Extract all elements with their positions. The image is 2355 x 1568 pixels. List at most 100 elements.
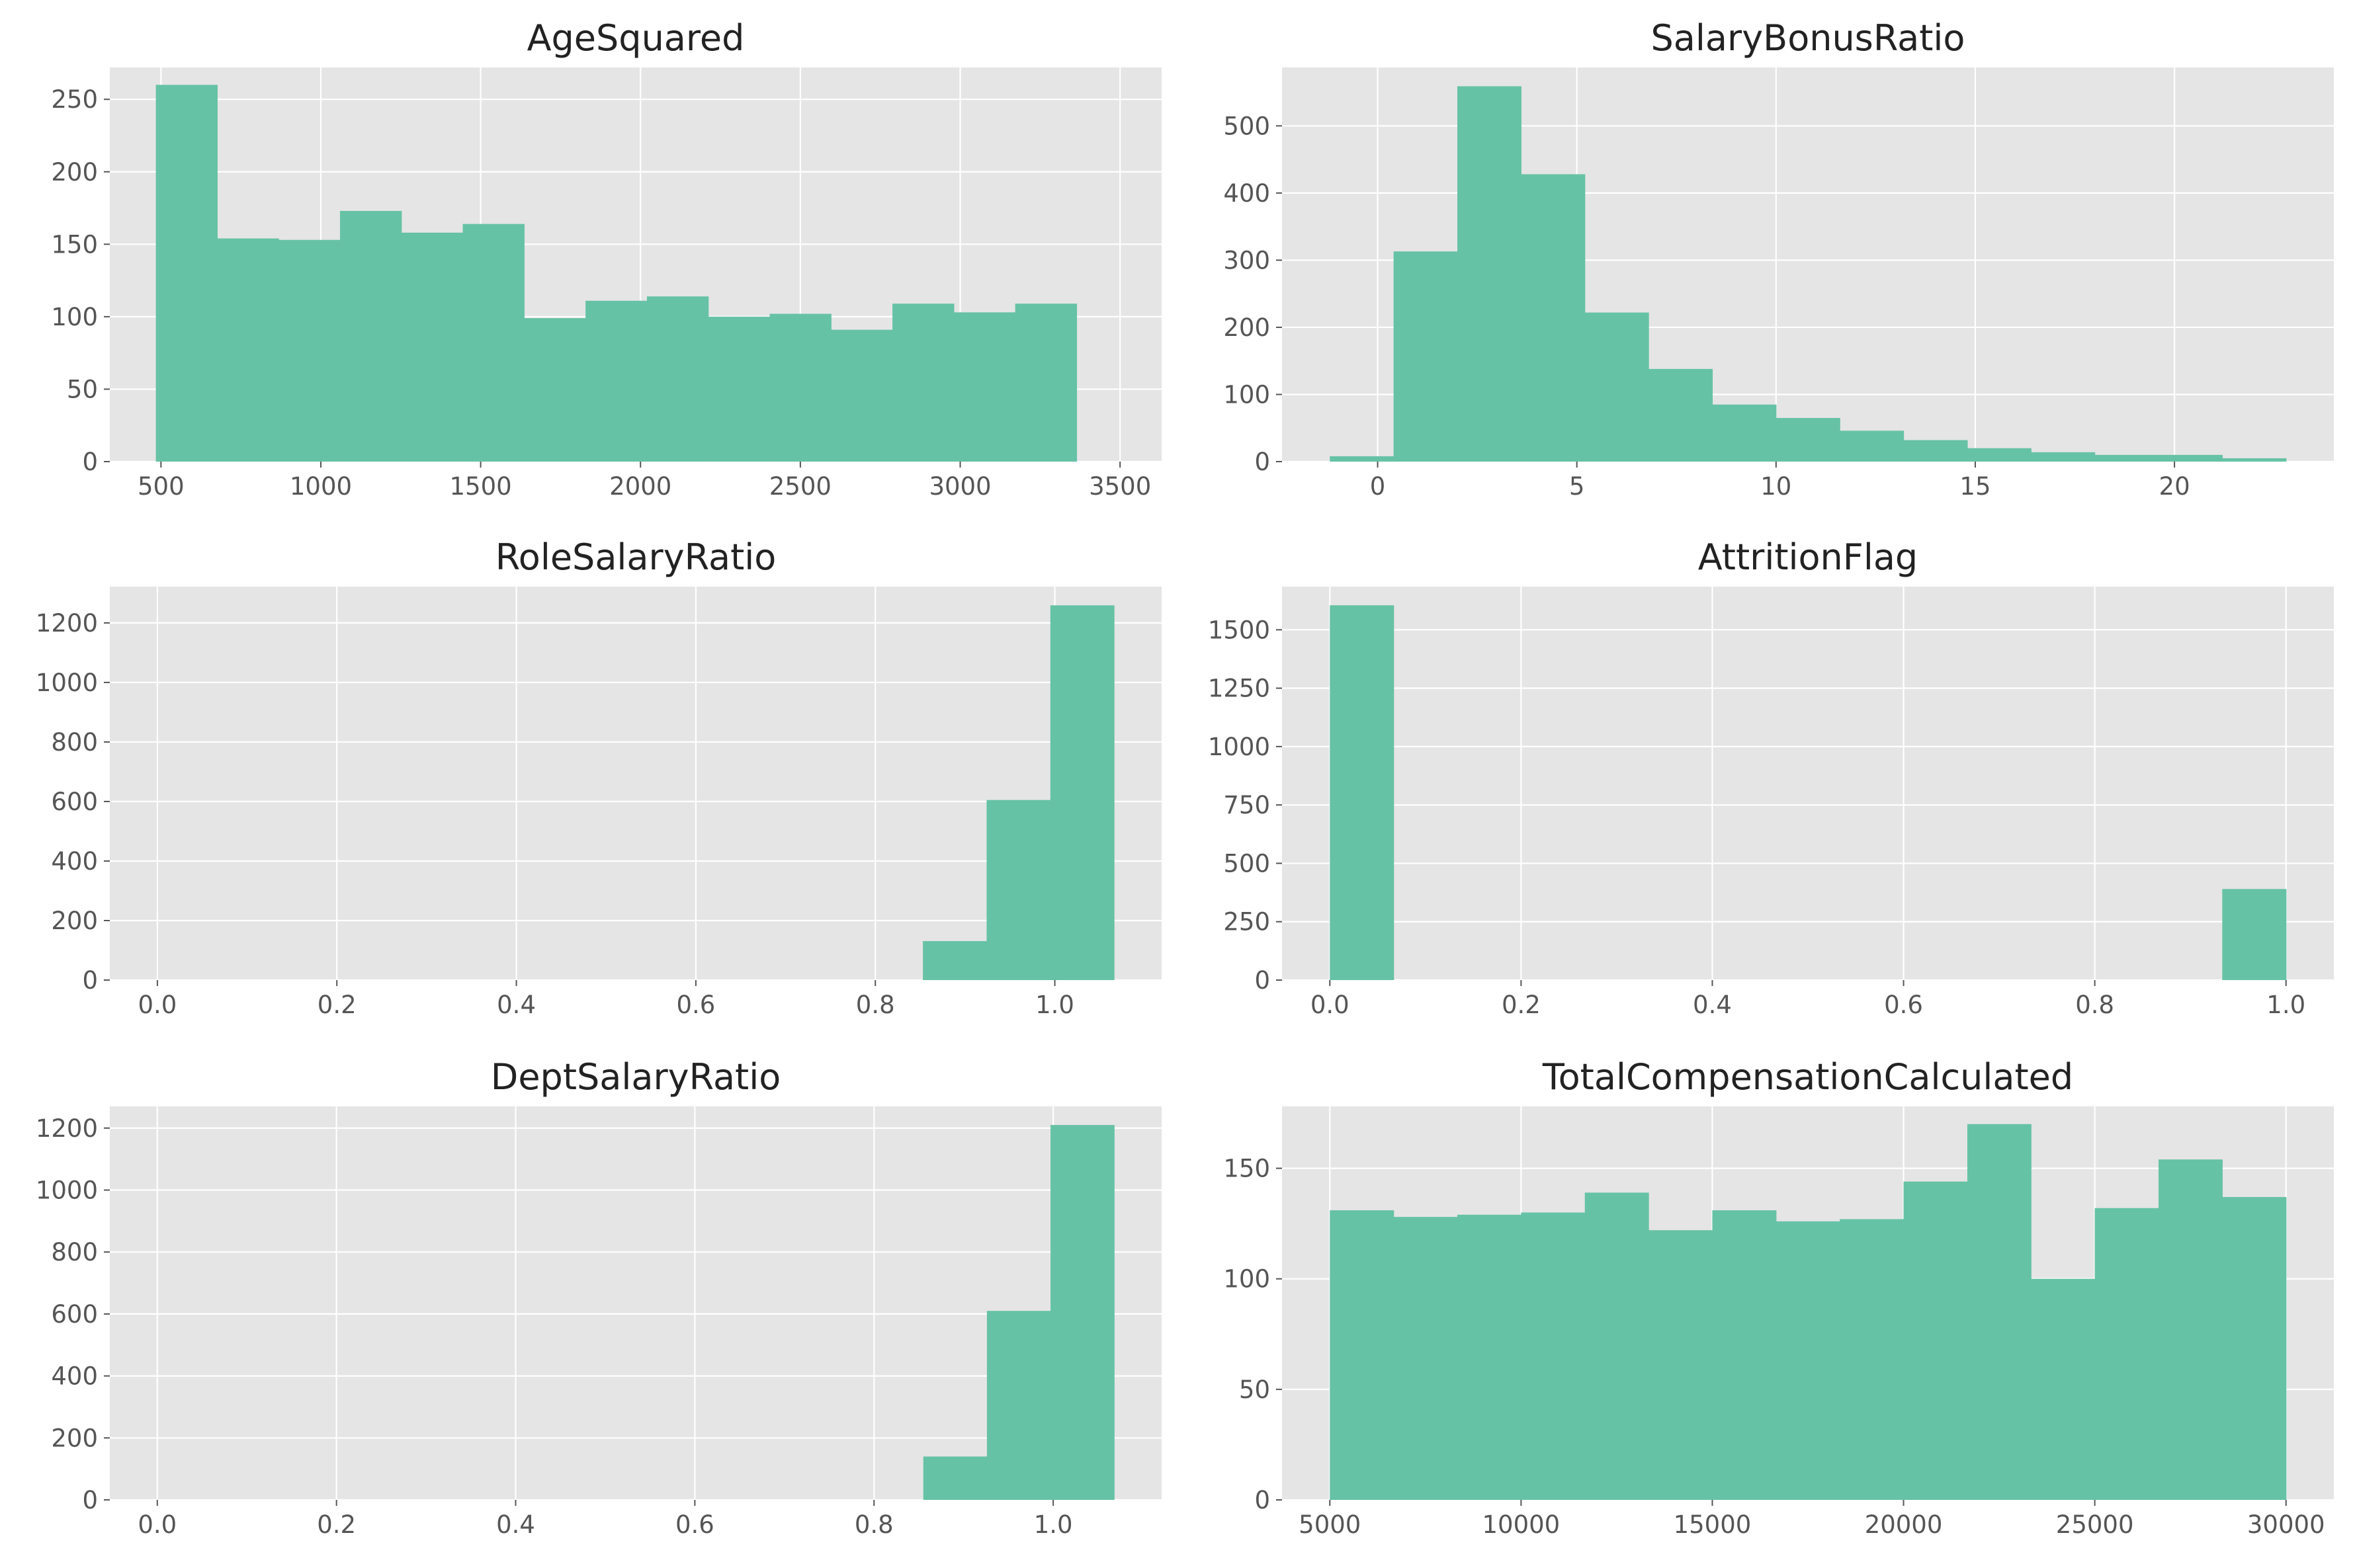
histogram-bar [1457, 1214, 1521, 1500]
panel-title: RoleSalaryRatio [495, 536, 777, 578]
histogram-bar [401, 232, 464, 462]
histogram-bar [2222, 889, 2287, 980]
panel-AgeSquared: 500 1000 1500 2000 2500 3000 3500 0 50 100 150 200 2… [51, 17, 1162, 501]
histogram-bar [524, 318, 586, 462]
x-tick-label: 1500 [450, 472, 512, 501]
x-tick-label: 25000 [2056, 1510, 2134, 1539]
x-tick-label: 0.2 [1502, 991, 1541, 1019]
x-tick-label: 1.0 [2266, 991, 2305, 1019]
y-tick-label: 200 [51, 907, 98, 935]
histogram-bar [585, 300, 648, 462]
x-tick-label: 0 [1370, 472, 1386, 501]
panel-DeptSalaryRatio: 0.0 0.2 0.4 0.6 0.8 1.0 0 200 400 600 800 1000 1200 D… [36, 1056, 1162, 1539]
y-tick-label: 400 [51, 847, 98, 876]
histogram-bar [1457, 86, 1521, 462]
histogram-bar [1648, 368, 1713, 462]
y-tick-label: 250 [1223, 908, 1270, 936]
histogram-bar [923, 941, 988, 980]
histogram-bar [1015, 304, 1078, 462]
y-tick-label: 50 [1239, 1376, 1270, 1404]
histogram-bar [2159, 1159, 2223, 1500]
histogram-bar [1584, 1192, 1649, 1500]
histogram-bar [1584, 312, 1649, 462]
histogram-bar [2222, 1197, 2287, 1500]
y-tick-label: 100 [51, 303, 98, 331]
x-tick-label: 0.4 [496, 1510, 535, 1539]
y-tick-label: 200 [51, 158, 98, 186]
y-tick-label: 50 [67, 375, 98, 403]
panel-RoleSalaryRatio: 0.0 0.2 0.4 0.6 0.8 1.0 0 200 400 600 800 1000 1200 R… [36, 536, 1162, 1019]
histogram-bar [278, 239, 341, 462]
histogram-bar [1776, 1221, 1840, 1500]
x-tick-label: 0.6 [675, 1510, 714, 1539]
x-tick-label: 30000 [2247, 1510, 2325, 1539]
y-tick-label: 1200 [36, 1114, 98, 1143]
histogram-bar [1050, 1125, 1115, 1500]
histogram-bar [2031, 1278, 2096, 1500]
histogram-bar [986, 800, 1051, 980]
x-tick-label: 15000 [1674, 1510, 1752, 1539]
histogram-bar [986, 1311, 1051, 1500]
y-tick-label: 600 [51, 788, 98, 816]
x-tick-label: 20000 [1865, 1510, 1943, 1539]
y-tick-label: 1500 [1208, 616, 1270, 644]
x-tick-label: 1.0 [1035, 991, 1074, 1019]
x-tick-label: 0.2 [317, 1510, 356, 1539]
x-tick-label: 15 [1959, 472, 1991, 501]
y-tick-label: 1200 [36, 609, 98, 638]
plot-area [110, 1106, 1162, 1500]
y-tick-label: 100 [1223, 380, 1270, 409]
x-tick-label: 0.6 [1884, 991, 1923, 1019]
y-tick-label: 750 [1223, 791, 1270, 819]
x-tick-label: 1000 [290, 472, 352, 501]
x-tick-label: 10 [1760, 472, 1791, 501]
panel-title: AgeSquared [527, 17, 745, 59]
histogram-bar [2094, 1208, 2159, 1500]
y-tick-label: 100 [1223, 1265, 1270, 1294]
y-tick-label: 800 [51, 1238, 98, 1266]
histogram-bar [1330, 456, 1394, 462]
x-tick-label: 3500 [1089, 472, 1151, 501]
y-tick-label: 0 [82, 1486, 98, 1514]
y-tick-label: 0 [1254, 448, 1270, 476]
histogram-bar [1330, 605, 1394, 980]
histogram-bar [892, 304, 955, 462]
histogram-bar [646, 296, 709, 462]
histogram-bar [1967, 448, 2032, 462]
x-tick-label: 5 [1569, 472, 1585, 501]
histogram-bar [1840, 1219, 1905, 1500]
panel-AttritionFlag: 0.0 0.2 0.4 0.6 0.8 1.0 0 250 500 750 1000 1250 1500… [1208, 536, 2334, 1019]
histogram-bar [2031, 452, 2096, 462]
x-tick-label: 0.8 [2075, 991, 2114, 1019]
x-tick-label: 0.8 [855, 1510, 894, 1539]
y-tick-label: 0 [82, 966, 98, 995]
x-tick-label: 5000 [1299, 1510, 1361, 1539]
y-tick-label: 600 [51, 1300, 98, 1329]
x-tick-label: 0.8 [856, 991, 895, 1019]
y-tick-label: 800 [51, 728, 98, 757]
y-tick-label: 400 [1223, 179, 1270, 208]
histogram-bar [923, 1456, 988, 1500]
histogram-bar [462, 224, 525, 462]
histogram-bar [1393, 1217, 1458, 1500]
y-tick-label: 500 [1223, 112, 1270, 140]
panel-title: DeptSalaryRatio [491, 1056, 781, 1098]
histogram-bar [217, 238, 279, 462]
histogram-bar [1712, 404, 1777, 462]
histogram-bar [953, 312, 1016, 462]
x-tick-label: 1.0 [1034, 1510, 1073, 1539]
x-tick-label: 0.6 [676, 991, 715, 1019]
panel-title: TotalCompensationCalculated [1542, 1056, 2073, 1098]
x-tick-label: 500 [138, 472, 185, 501]
x-tick-label: 10000 [1482, 1510, 1561, 1539]
x-tick-label: 0.0 [1310, 991, 1349, 1019]
x-tick-label: 0.4 [1693, 991, 1732, 1019]
x-tick-label: 20 [2159, 472, 2190, 501]
histogram-bar [1903, 440, 1968, 462]
histogram-bar [1648, 1230, 1713, 1500]
y-tick-label: 1250 [1208, 675, 1270, 703]
y-tick-label: 1000 [1208, 733, 1270, 761]
histogram-bar [1776, 418, 1840, 462]
histogram-bar [2159, 454, 2223, 462]
